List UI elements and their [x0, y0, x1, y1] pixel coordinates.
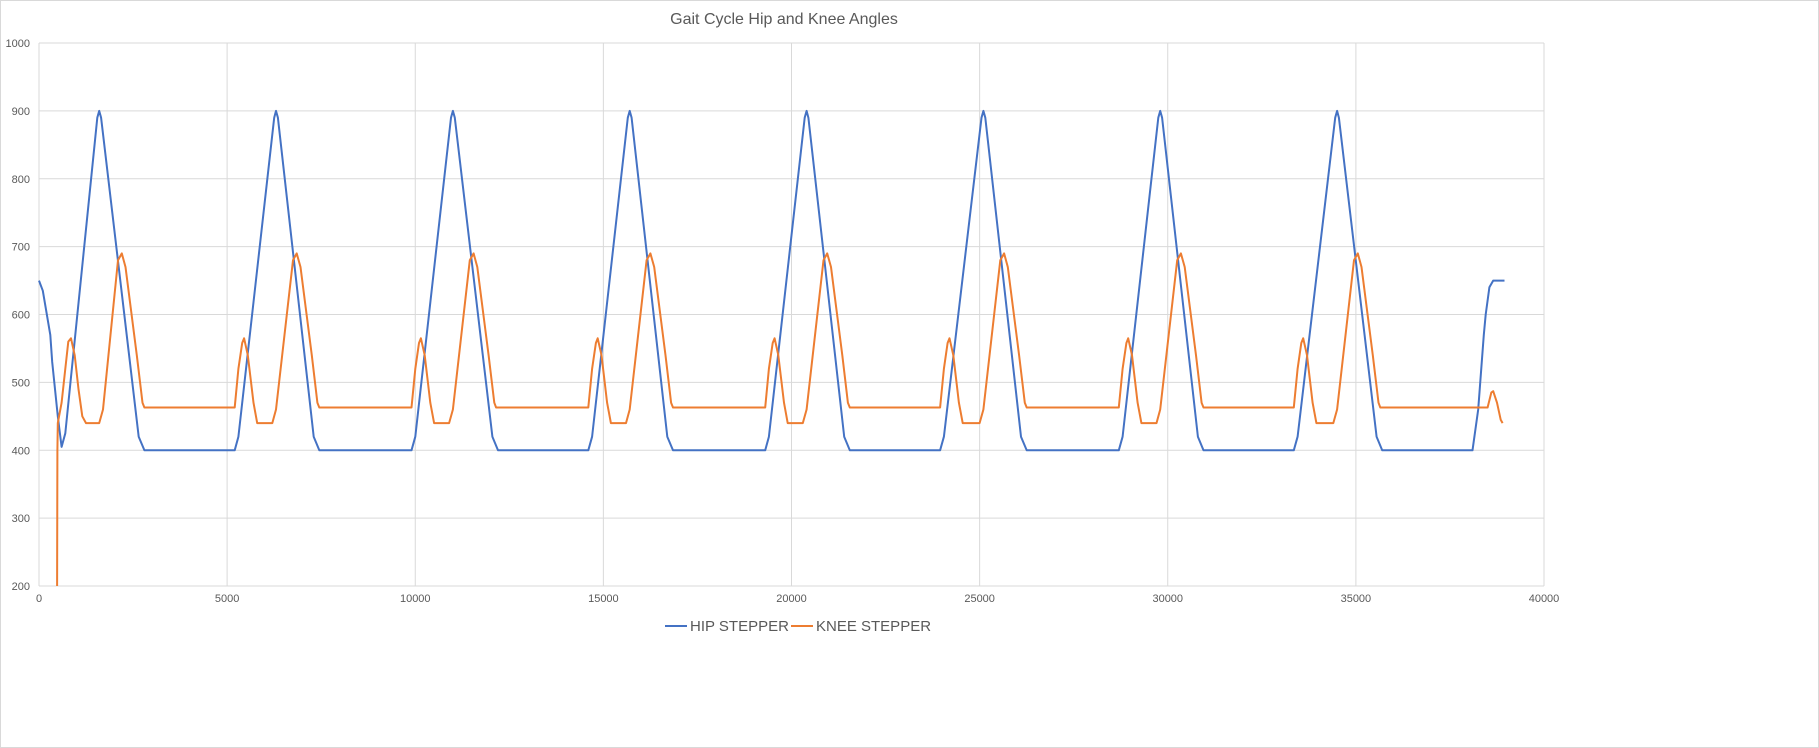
y-tick-label-8: 1000	[6, 38, 30, 50]
x-tick-label-5: 25000	[964, 593, 995, 605]
series-line-knee-stepper	[56, 252, 1504, 587]
legend-label-1: KNEE STEPPER	[816, 618, 931, 635]
x-tick-label-7: 35000	[1341, 593, 1372, 605]
series-lines	[38, 109, 1505, 587]
y-tick-label-1: 300	[12, 513, 30, 525]
legend: HIP STEPPER KNEE STEPPER	[665, 618, 931, 635]
x-axis-tick-labels: 0 5000 10000 15000 20000 25000 30000 35000 40000	[36, 593, 1559, 605]
y-tick-label-0: 200	[12, 581, 30, 593]
series-line-hip-stepper	[38, 109, 1505, 452]
x-tick-label-2: 10000	[400, 593, 431, 605]
x-tick-label-8: 40000	[1529, 593, 1560, 605]
y-tick-label-4: 600	[12, 310, 30, 322]
y-tick-label-7: 900	[12, 106, 30, 118]
x-tick-label-6: 30000	[1152, 593, 1183, 605]
y-tick-label-5: 700	[12, 242, 30, 254]
horizontal-gridlines	[39, 42, 1544, 587]
y-tick-label-2: 400	[12, 445, 30, 457]
x-tick-label-3: 15000	[588, 593, 619, 605]
x-tick-label-1: 5000	[215, 593, 239, 605]
chart-title: Gait Cycle Hip and Knee Angles	[670, 11, 898, 28]
x-tick-label-4: 20000	[776, 593, 807, 605]
y-tick-label-3: 500	[12, 377, 30, 389]
legend-label-0: HIP STEPPER	[690, 618, 789, 635]
y-tick-label-6: 800	[12, 174, 30, 186]
y-axis-tick-labels: 200 300 400 500 600 700 800 900 1000	[6, 38, 30, 593]
x-tick-label-0: 0	[36, 593, 42, 605]
